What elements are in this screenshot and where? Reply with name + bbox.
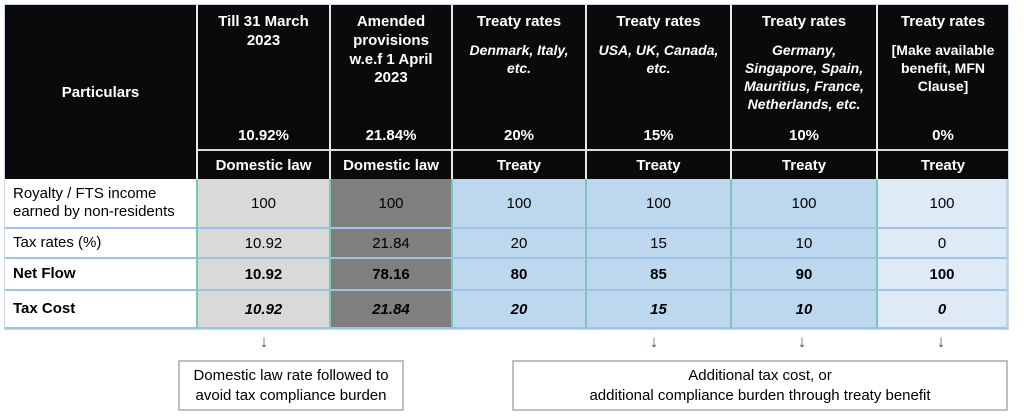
column-countries: Germany, Singapore, Spain, Mauritius, Fr… bbox=[744, 41, 864, 113]
value-cell: 0 bbox=[878, 229, 1008, 259]
column-rate: 15% bbox=[643, 127, 674, 144]
header-cell-till-31-march-2023: Till 31 March 2023 10.92% bbox=[198, 5, 331, 149]
value-cell: 15 bbox=[587, 229, 732, 259]
value-cell: 100 bbox=[587, 179, 732, 229]
down-arrow-icon: ↓ bbox=[649, 332, 659, 351]
value-cell: 21.84 bbox=[331, 229, 453, 259]
value-cell: 10.92 bbox=[198, 291, 331, 329]
header-cell-treaty-10: Treaty rates Germany, Singapore, Spain, … bbox=[732, 5, 878, 149]
header-cell-amended-provisions: Amended provisions w.e.f 1 April 2023 21… bbox=[331, 5, 453, 149]
row-label-tax-rates: Tax rates (%) bbox=[5, 229, 198, 259]
value-cell: 85 bbox=[587, 259, 732, 291]
column-countries: USA, UK, Canada, etc. bbox=[598, 41, 719, 76]
callout-treaty-benefit: Additional tax cost, or additional compl… bbox=[512, 360, 1008, 411]
header-cell-treaty-0: Treaty rates [Make available benefit, MF… bbox=[878, 5, 1008, 149]
header-cell-treaty-20: Treaty rates Denmark, Italy, etc. 20% bbox=[453, 5, 587, 149]
value-cell: 90 bbox=[732, 259, 878, 291]
value-cell: 20 bbox=[453, 291, 587, 329]
column-rate: 0% bbox=[932, 127, 954, 144]
column-rate: 10% bbox=[788, 127, 820, 144]
value-cell: 100 bbox=[878, 259, 1008, 291]
down-arrow-icon: ↓ bbox=[259, 332, 269, 351]
value-cell: 10 bbox=[732, 291, 878, 329]
value-cell: 10.92 bbox=[198, 229, 331, 259]
column-title: Amended provisions w.e.f 1 April 2023 bbox=[349, 13, 433, 87]
value-cell: 100 bbox=[732, 179, 878, 229]
column-countries: [Make available benefit, MFN Clause] bbox=[891, 41, 995, 95]
callout-domestic-law: Domestic law rate followed to avoid tax … bbox=[178, 360, 404, 411]
basis-cell: Domestic law bbox=[331, 149, 453, 179]
value-cell: 15 bbox=[587, 291, 732, 329]
value-cell: 80 bbox=[453, 259, 587, 291]
column-title: Treaty rates bbox=[476, 13, 562, 30]
value-cell: 10.92 bbox=[198, 259, 331, 291]
value-cell: 100 bbox=[878, 179, 1008, 229]
column-countries: Denmark, Italy, etc. bbox=[469, 41, 569, 76]
basis-cell: Treaty bbox=[878, 149, 1008, 179]
header-cell-treaty-15: Treaty rates USA, UK, Canada, etc. 15% bbox=[587, 5, 732, 149]
row-label-net-flow: Net Flow bbox=[5, 259, 198, 291]
column-rate: 10.92% bbox=[238, 127, 289, 144]
down-arrow-icon: ↓ bbox=[797, 332, 807, 351]
column-title: Till 31 March 2023 bbox=[218, 13, 309, 49]
basis-cell: Treaty bbox=[587, 149, 732, 179]
basis-cell: Treaty bbox=[732, 149, 878, 179]
tax-comparison-table: Particulars Till 31 March 2023 10.92% Am… bbox=[4, 4, 1009, 330]
column-rate: 20% bbox=[503, 127, 535, 144]
value-cell: 0 bbox=[878, 291, 1008, 329]
particulars-header-cell: Particulars bbox=[5, 5, 198, 179]
value-cell: 78.16 bbox=[331, 259, 453, 291]
basis-cell: Treaty bbox=[453, 149, 587, 179]
value-cell: 100 bbox=[198, 179, 331, 229]
particulars-label: Particulars bbox=[61, 83, 140, 101]
value-cell: 20 bbox=[453, 229, 587, 259]
value-cell: 21.84 bbox=[331, 291, 453, 329]
column-title: Treaty rates bbox=[900, 13, 986, 30]
column-title: Treaty rates bbox=[761, 13, 847, 30]
value-cell: 100 bbox=[453, 179, 587, 229]
basis-cell: Domestic law bbox=[198, 149, 331, 179]
row-label-royalty-fts: Royalty / FTS income earned by non-resid… bbox=[5, 179, 198, 229]
column-rate: 21.84% bbox=[365, 127, 417, 144]
value-cell: 100 bbox=[331, 179, 453, 229]
column-title: Treaty rates bbox=[616, 13, 701, 30]
row-label-tax-cost: Tax Cost bbox=[5, 291, 198, 329]
down-arrow-icon: ↓ bbox=[936, 332, 946, 351]
value-cell: 10 bbox=[732, 229, 878, 259]
